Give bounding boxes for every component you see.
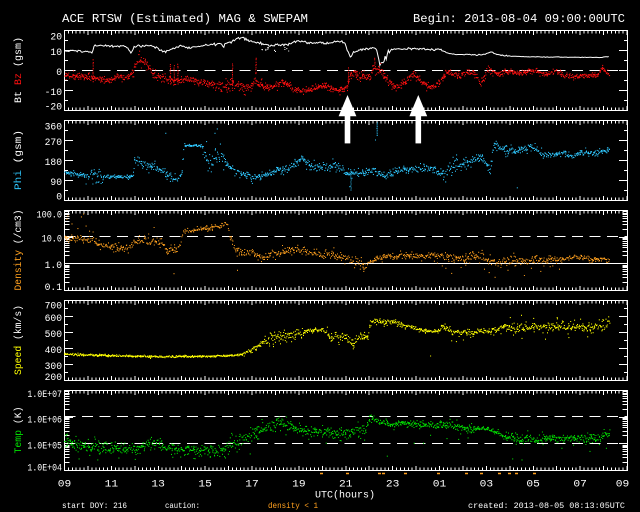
svg-text:17: 17	[245, 479, 259, 490]
svg-text:-10: -10	[45, 88, 62, 99]
svg-text:07: 07	[573, 479, 587, 490]
svg-text:10.0: 10.0	[42, 235, 62, 246]
svg-text:Speed (km/s): Speed (km/s)	[13, 305, 25, 375]
svg-text:21: 21	[339, 479, 353, 490]
svg-text:19: 19	[292, 479, 306, 490]
svg-text:Phi (gsm): Phi (gsm)	[13, 130, 25, 190]
svg-text:Begin: 2013-08-04 09:00:00UTC: Begin: 2013-08-04 09:00:00UTC	[413, 12, 625, 26]
svg-text:500: 500	[45, 330, 62, 341]
svg-text:05: 05	[526, 479, 540, 490]
svg-text:15: 15	[198, 479, 212, 490]
svg-text:1.0E+04: 1.0E+04	[27, 463, 62, 474]
svg-text:Temp (K): Temp (K)	[13, 407, 25, 454]
svg-text:10: 10	[50, 48, 62, 59]
svg-text:20: 20	[50, 33, 62, 44]
svg-text:09: 09	[58, 479, 72, 490]
svg-text:100.0: 100.0	[37, 210, 63, 221]
svg-text:01: 01	[433, 479, 447, 490]
svg-text:1.0E+07: 1.0E+07	[27, 390, 62, 401]
svg-text:-20: -20	[45, 103, 62, 114]
svg-text:11: 11	[105, 479, 119, 490]
svg-text:1.0E+05: 1.0E+05	[27, 441, 62, 452]
svg-text:09: 09	[616, 479, 630, 490]
svg-text:400: 400	[45, 346, 62, 357]
svg-text:caution:: caution:	[165, 501, 200, 511]
svg-text:0: 0	[56, 193, 62, 204]
svg-text:1.0: 1.0	[45, 261, 62, 272]
svg-text:270: 270	[45, 138, 62, 149]
svg-text:start DOY: 216: start DOY: 216	[62, 501, 127, 511]
svg-text:Bt Bz (gsm): Bt Bz (gsm)	[13, 37, 25, 103]
svg-text:700: 700	[45, 301, 62, 312]
svg-text:0.1: 0.1	[45, 283, 62, 294]
svg-text:360: 360	[45, 123, 62, 134]
svg-text:1.0E+06: 1.0E+06	[27, 416, 62, 427]
svg-text:90: 90	[50, 178, 62, 189]
svg-text:200: 200	[45, 373, 62, 384]
svg-text:300: 300	[45, 362, 62, 373]
svg-text:density < 1: density < 1	[268, 501, 318, 511]
svg-text:0: 0	[56, 68, 62, 79]
svg-text:UTC(hours): UTC(hours)	[315, 490, 375, 502]
svg-text:Density (/cm3): Density (/cm3)	[13, 210, 25, 291]
svg-text:23: 23	[386, 479, 400, 490]
svg-text:ACE RTSW (Estimated) MAG & SWE: ACE RTSW (Estimated) MAG & SWEPAM	[62, 12, 308, 26]
svg-text:600: 600	[45, 314, 62, 325]
svg-text:180: 180	[45, 158, 62, 169]
svg-text:03: 03	[480, 479, 494, 490]
svg-text:13: 13	[151, 479, 165, 490]
svg-text:created: 2013-08-05 08:13:05UT: created: 2013-08-05 08:13:05UTC	[468, 501, 625, 511]
